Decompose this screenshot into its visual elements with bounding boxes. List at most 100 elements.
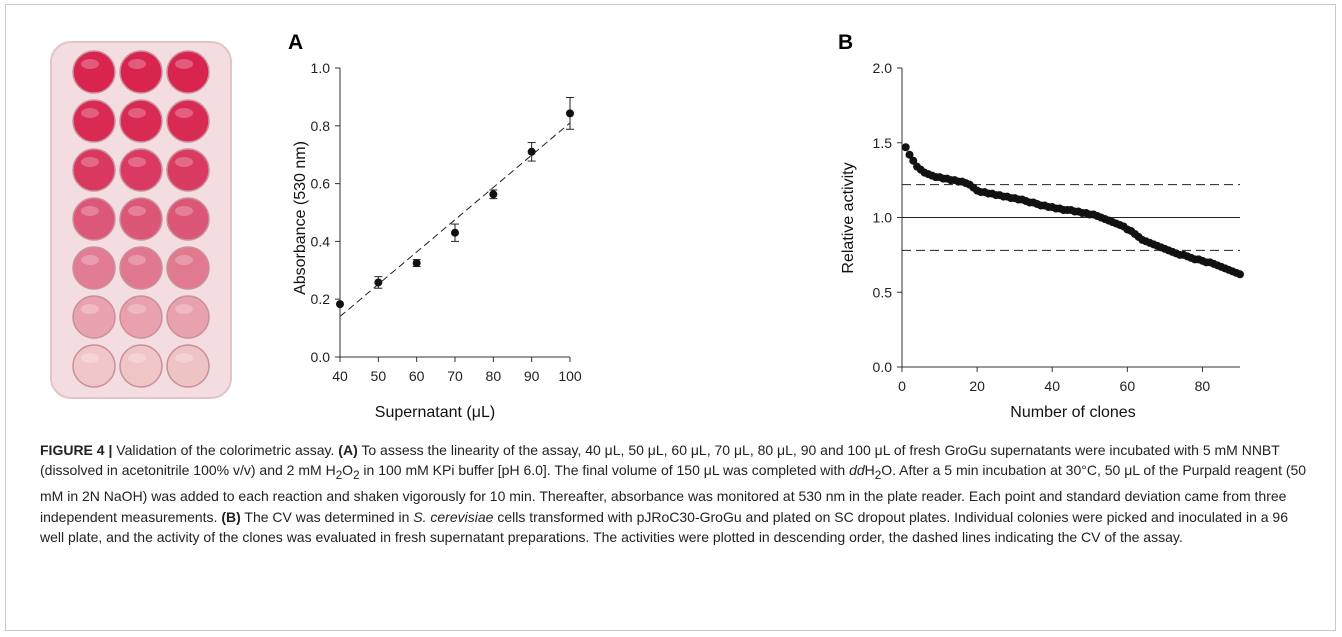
well [166,197,210,241]
well-highlight [175,157,193,167]
x-tick-label: 40 [332,368,348,384]
caption-figure-label: FIGURE 4 | [40,442,113,458]
well-highlight [81,59,99,69]
well-highlight [81,108,99,118]
x-tick-label: 70 [447,368,463,384]
well [72,344,116,388]
x-axis-label-a: Supernatant (μL) [375,404,495,421]
x-axis-label-b: Number of clones [1010,404,1135,421]
data-point [412,259,421,268]
well [72,295,116,339]
x-tick-label: 60 [409,368,425,384]
caption-text: cells transformed with pJRoC30-GroGu and… [40,508,1289,545]
x-tick-label: 40 [1044,378,1060,394]
caption-text: O. After a 5 min incubation at 30°C, 50 … [40,462,1307,525]
well [166,344,210,388]
figure-caption: FIGURE 4 | Validation of the colorimetri… [40,440,1310,547]
x-tick-label: 0 [898,378,906,394]
y-tick-label: 0.2 [311,291,331,307]
y-tick-label: 0.0 [873,359,893,375]
data-point [451,228,459,237]
caption-text: O [342,462,354,479]
well [72,50,116,94]
well [119,344,163,388]
y-tick-label: 0.6 [311,176,331,192]
well-highlight [128,206,146,216]
data-point [905,150,914,159]
caption-text: To assess the linearity of the assay, 40… [40,442,1280,479]
well-highlight [81,157,99,167]
y-axis-label-a: Absorbance (530 nm) [292,141,309,295]
data-point [336,300,344,309]
well [119,197,163,241]
well-highlight [175,108,193,118]
caption-subscript: 2 [335,469,343,483]
caption-subscript: 2 [353,469,360,483]
well-plate-photo [50,41,232,399]
x-tick-label: 80 [1195,378,1211,394]
caption-text: in 100 mM KPi buffer [pH 6.0]. The final… [359,462,850,479]
well [166,99,210,143]
well [119,50,163,94]
well-highlight [175,304,193,314]
panel-label-b: B [838,31,853,54]
data-point [909,156,918,165]
caption-text: The CV was determined in [240,508,414,525]
y-tick-label: 0.8 [311,118,331,134]
caption-text: Validation of the colorimetric assay. [112,442,339,458]
data-point [566,109,574,118]
data-point [374,278,383,287]
y-tick-label: 0.5 [873,284,893,300]
caption-panel-b-ref: (B) [221,508,241,525]
well-highlight [175,255,193,265]
x-tick-label: 100 [558,368,582,384]
y-tick-label: 1.5 [873,135,893,151]
well [119,246,163,290]
well [166,148,210,192]
x-tick-label: 60 [1120,378,1136,394]
well [166,295,210,339]
y-tick-label: 0.4 [311,233,331,249]
well [119,295,163,339]
well-highlight [81,353,99,363]
data-point [1236,270,1244,279]
panel-label-a: A [288,31,303,54]
data-point [901,143,910,152]
well-highlight [81,304,99,314]
caption-panel-a-ref: (A) [338,442,358,458]
well-highlight [128,59,146,69]
y-tick-label: 2.0 [873,60,893,76]
well-highlight [81,255,99,265]
y-tick-label: 0.0 [311,349,331,365]
well-highlight [175,206,193,216]
well-highlight [81,206,99,216]
y-tick-label: 1.0 [311,60,331,76]
well [166,50,210,94]
data-point [489,190,498,199]
well [166,246,210,290]
figure-frame [5,4,1336,631]
well [72,197,116,241]
well-highlight [175,353,193,363]
well-highlight [128,108,146,118]
well [119,148,163,192]
x-tick-label: 80 [486,368,502,384]
y-axis-label-b: Relative activity [840,162,857,273]
data-point [527,147,536,156]
caption-italic-dd: dd [849,462,865,479]
well-highlight [128,304,146,314]
x-tick-label: 50 [371,368,387,384]
well [72,246,116,290]
well [72,99,116,143]
chart-a: A 40 50 60 70 80 90 100 0.0 0.2 0.4 0.6 0.8 1.0 Supe… [288,31,582,421]
well-highlight [128,157,146,167]
well-highlight [128,255,146,265]
caption-subscript: 2 [874,469,882,483]
x-tick-label: 90 [524,368,540,384]
caption-text: H [864,462,875,479]
well-highlight [175,59,193,69]
y-tick-label: 1.0 [873,210,893,226]
well [72,148,116,192]
chart-b: B 0 20 40 60 80 0.0 0.5 1.0 1.5 2.0 Number of clo… [838,31,1244,421]
caption-species: S. cerevisiae [413,508,494,525]
